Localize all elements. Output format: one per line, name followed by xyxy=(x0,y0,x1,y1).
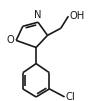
Text: O: O xyxy=(6,35,14,45)
Text: N: N xyxy=(34,10,42,20)
Text: Cl: Cl xyxy=(66,92,76,101)
Text: OH: OH xyxy=(70,11,85,21)
